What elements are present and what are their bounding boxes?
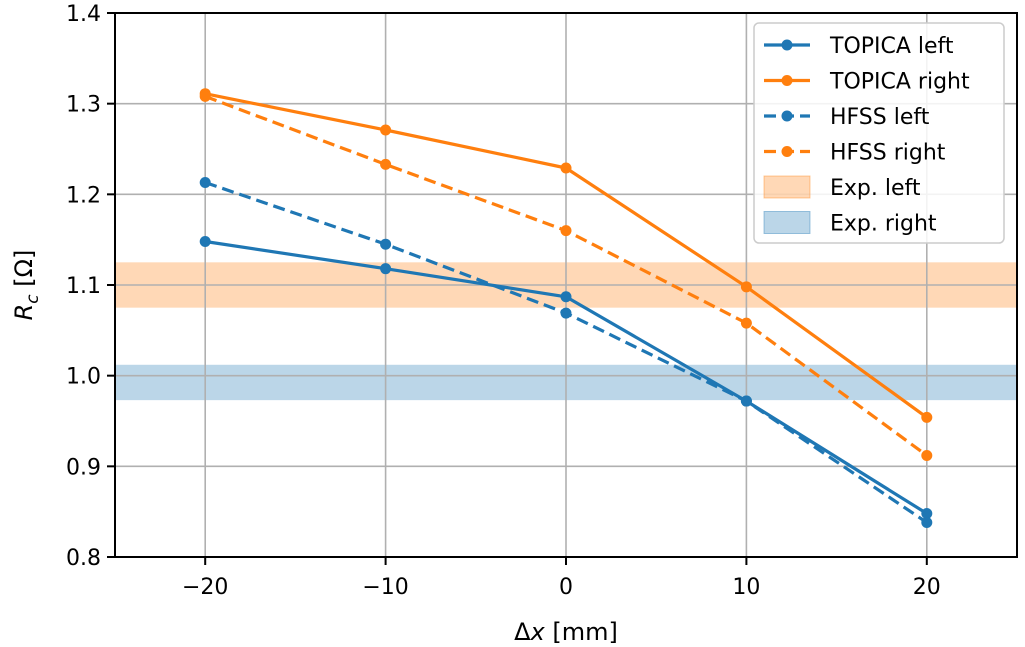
legend-marker-topica-left <box>781 39 793 51</box>
legend-label-exp-right: Exp. right <box>830 212 937 237</box>
legend-patch-exp-right <box>763 211 811 234</box>
legend-label-hfss-right: HFSS right <box>830 141 946 166</box>
data-point-topica-left <box>380 263 392 275</box>
y-tick-label: 1.0 <box>66 365 101 390</box>
legend-marker-hfss-right <box>781 146 793 157</box>
data-point-hfss-right <box>921 449 933 461</box>
legend-label-topica-right: TOPICA right <box>829 70 970 95</box>
legend-patch-exp-left <box>763 175 811 199</box>
y-tick-label: 1.1 <box>66 274 101 299</box>
y-axis-label: Rc [Ω] <box>10 250 43 321</box>
data-point-topica-right <box>921 411 933 423</box>
y-tick-label: 1.4 <box>66 2 101 27</box>
data-point-hfss-left <box>380 238 392 250</box>
legend-label-exp-left: Exp. left <box>830 176 921 201</box>
legend-marker-hfss-left <box>781 110 793 122</box>
y-tick-label: 0.9 <box>66 455 101 480</box>
y-tick-label: 1.3 <box>66 93 101 118</box>
x-tick-label: 0 <box>559 575 573 600</box>
data-point-hfss-left <box>199 177 211 189</box>
legend-label-topica-left: TOPICA left <box>829 34 954 59</box>
legend-label-hfss-left: HFSS left <box>830 105 930 130</box>
y-tick-label: 1.2 <box>66 183 101 208</box>
y-tick-label: 0.8 <box>66 546 101 571</box>
data-point-hfss-right <box>740 317 752 329</box>
data-point-hfss-left <box>921 517 933 529</box>
data-point-topica-left <box>199 235 211 247</box>
legend-marker-topica-right <box>781 75 793 86</box>
x-tick-label: −20 <box>182 575 228 600</box>
legend: TOPICA left TOPICA right HFSS left HFSS rig… <box>753 22 1005 244</box>
data-point-topica-right <box>380 124 392 136</box>
x-tick-label: 20 <box>913 575 941 600</box>
x-axis-label: Δx [mm] <box>514 618 618 646</box>
data-point-topica-right <box>560 162 572 174</box>
data-point-hfss-right <box>380 158 392 170</box>
data-point-topica-left <box>921 507 933 519</box>
data-point-hfss-right <box>199 90 211 102</box>
x-tick-label: 10 <box>732 575 760 600</box>
x-tick-label: −10 <box>362 575 408 600</box>
data-point-topica-left <box>560 291 572 303</box>
data-point-hfss-left <box>740 395 752 407</box>
data-point-topica-right <box>740 281 752 293</box>
legend-box <box>753 22 1005 244</box>
data-point-hfss-left <box>560 307 572 319</box>
data-point-hfss-right <box>560 225 572 237</box>
